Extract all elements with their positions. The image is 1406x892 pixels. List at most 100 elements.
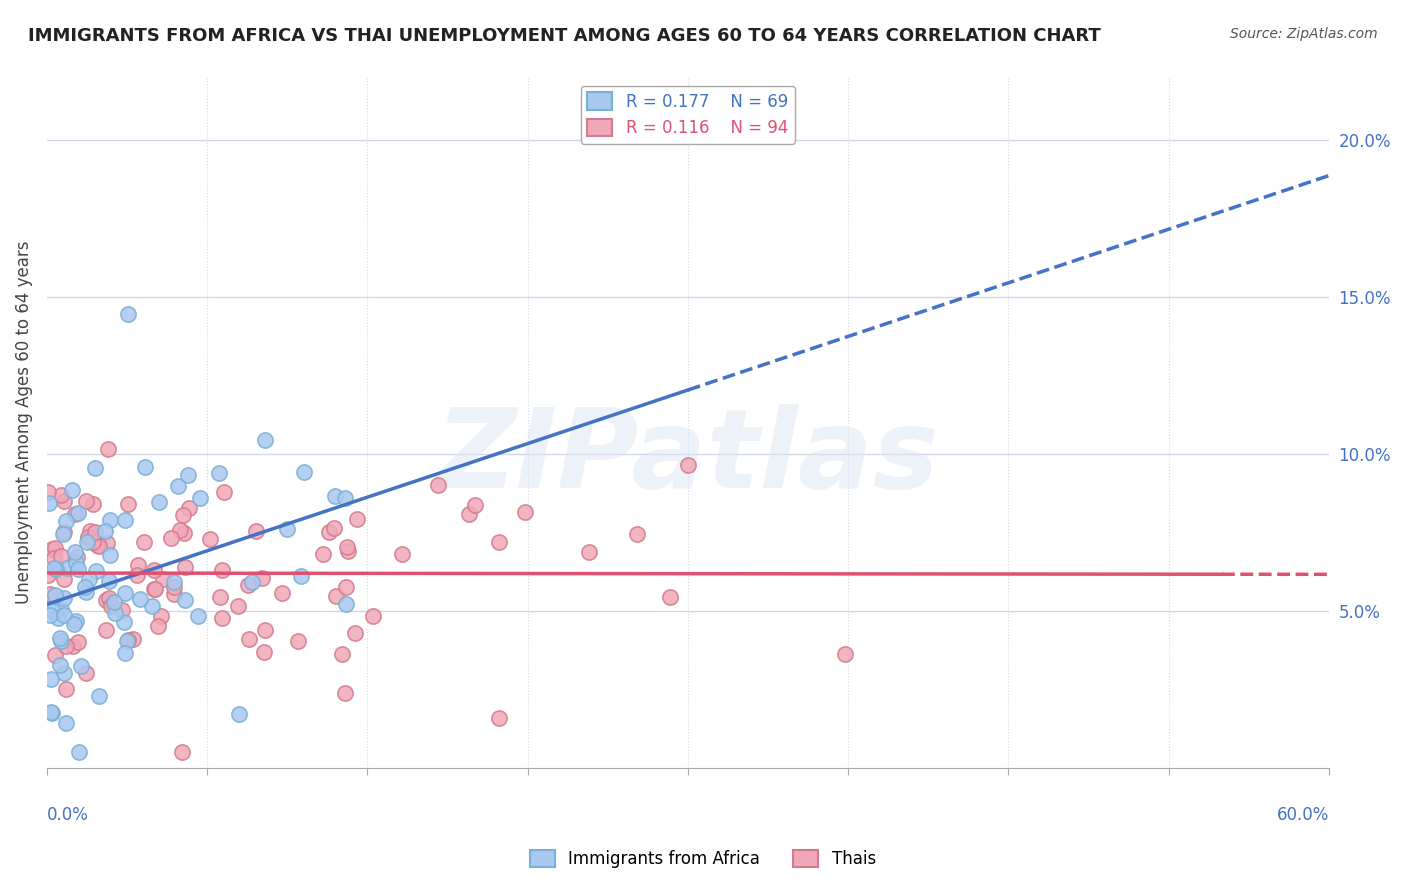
Point: [346, 511, 368, 525]
Point: [112, 615, 135, 629]
Point: [117, 307, 139, 321]
Legend: R = 0.177    N = 69, R = 0.116    N = 94: R = 0.177 N = 69, R = 0.116 N = 94: [581, 86, 794, 144]
Point: [38, 608, 60, 623]
Point: [174, 592, 197, 607]
Point: [48, 658, 70, 673]
Point: [37, 485, 59, 500]
Point: [236, 578, 259, 592]
Point: [67, 635, 90, 649]
Point: [77, 572, 100, 586]
Point: [198, 533, 221, 547]
Point: [578, 545, 600, 559]
Point: [335, 491, 357, 505]
Point: [75, 585, 97, 599]
Point: [89, 539, 111, 553]
Point: [238, 632, 260, 646]
Point: [245, 524, 267, 538]
Point: [52, 524, 75, 539]
Point: [276, 522, 298, 536]
Point: [44, 541, 66, 555]
Point: [163, 574, 186, 589]
Point: [62, 639, 84, 653]
Point: [56, 561, 79, 575]
Point: [174, 560, 197, 574]
Point: [170, 745, 193, 759]
Point: [148, 495, 170, 509]
Point: [187, 608, 209, 623]
Point: [73, 581, 96, 595]
Point: [318, 524, 340, 539]
Point: [323, 489, 346, 503]
Point: [488, 711, 510, 725]
Point: [122, 632, 145, 646]
Point: [332, 647, 354, 661]
Point: [127, 558, 149, 573]
Point: [336, 543, 359, 558]
Point: [65, 507, 87, 521]
Point: [55, 639, 77, 653]
Point: [38, 496, 60, 510]
Point: [96, 536, 118, 550]
Point: [179, 501, 201, 516]
Point: [98, 549, 121, 563]
Point: [515, 506, 537, 520]
Point: [143, 582, 166, 596]
Point: [62, 483, 84, 498]
Point: [250, 571, 273, 585]
Point: [145, 582, 167, 596]
Point: [69, 659, 91, 673]
Point: [132, 534, 155, 549]
Point: [45, 562, 67, 576]
Point: [117, 632, 139, 647]
Point: [111, 603, 134, 617]
Point: [83, 525, 105, 540]
Point: [128, 592, 150, 607]
Point: [167, 479, 190, 493]
Point: [55, 716, 77, 731]
Point: [39, 672, 62, 686]
Point: [55, 681, 77, 696]
Point: [63, 545, 86, 559]
Point: [270, 586, 292, 600]
Point: [55, 514, 77, 528]
Point: [51, 602, 73, 616]
Point: [173, 526, 195, 541]
Point: [292, 465, 315, 479]
Point: [335, 580, 357, 594]
Point: [626, 527, 648, 541]
Point: [96, 624, 118, 638]
Point: [226, 599, 249, 613]
Point: [188, 491, 211, 506]
Point: [66, 506, 89, 520]
Point: [53, 591, 76, 605]
Point: [659, 590, 682, 604]
Point: [150, 608, 173, 623]
Point: [325, 589, 347, 603]
Point: [76, 530, 98, 544]
Y-axis label: Unemployment Among Ages 60 to 64 years: Unemployment Among Ages 60 to 64 years: [15, 241, 32, 604]
Point: [160, 532, 183, 546]
Point: [103, 606, 125, 620]
Point: [49, 549, 72, 563]
Point: [163, 580, 186, 594]
Point: [63, 616, 86, 631]
Point: [253, 624, 276, 638]
Point: [211, 564, 233, 578]
Point: [335, 686, 357, 700]
Point: [141, 599, 163, 613]
Point: [427, 478, 450, 492]
Point: [211, 611, 233, 625]
Point: [41, 604, 63, 618]
Point: [94, 524, 117, 538]
Point: [208, 467, 231, 481]
Point: [86, 538, 108, 552]
Text: ZIPatlas: ZIPatlas: [436, 403, 939, 510]
Point: [41, 541, 63, 556]
Point: [240, 574, 263, 589]
Point: [114, 646, 136, 660]
Point: [84, 461, 107, 475]
Point: [94, 592, 117, 607]
Point: [169, 523, 191, 537]
Point: [51, 634, 73, 648]
Point: [97, 591, 120, 605]
